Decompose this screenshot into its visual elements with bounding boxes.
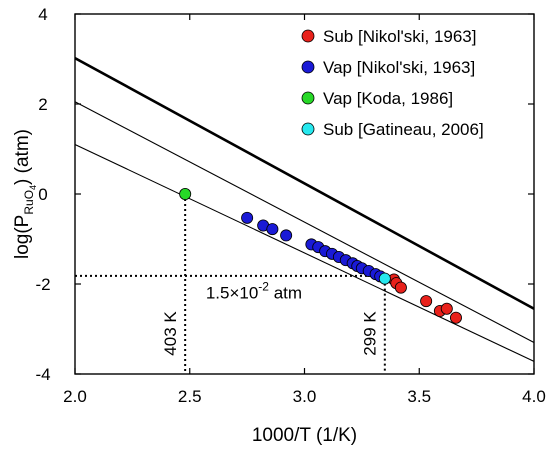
annotation-tail: atm <box>269 283 302 302</box>
x-tick-label: 3.0 <box>293 387 317 406</box>
y-title-sub: RuO <box>22 190 36 215</box>
annotation-base: 1.5×10 <box>206 283 258 302</box>
y-tick-label: 0 <box>38 185 47 204</box>
data-point <box>378 272 391 285</box>
data-point <box>440 302 453 315</box>
y-axis-title: log(PRuO4) (atm) <box>12 129 38 259</box>
y-title-tail: ) (atm) <box>12 129 33 185</box>
series-4 <box>378 272 391 285</box>
data-point <box>179 187 192 200</box>
series-3 <box>179 187 192 200</box>
y-tick-label: 4 <box>38 5 47 24</box>
legend-label: Sub [Gatineau, 2006] <box>323 120 484 139</box>
data-point <box>280 229 293 242</box>
series-1 <box>388 273 462 324</box>
annotation-1: 1.5×10-2 atm <box>206 279 302 302</box>
legend-label: Vap [Koda, 1986] <box>323 89 453 108</box>
legend-marker <box>301 91 315 105</box>
legend-marker <box>301 29 315 43</box>
legend: Sub [Nikol'ski, 1963] Vap [Nikol'ski, 196… <box>301 27 484 139</box>
series-2 <box>241 211 387 283</box>
x-tick-label: 4.0 <box>522 387 546 406</box>
annotation-sup: -2 <box>258 279 269 293</box>
x-axis-title: 1000/T (1/K) <box>252 425 357 446</box>
fit-line-3 <box>75 144 534 362</box>
fit-lines <box>75 56 534 362</box>
data-point <box>394 281 407 294</box>
legend-label: Vap [Nikol'ski, 1963] <box>323 58 475 77</box>
legend-marker <box>301 60 315 74</box>
y-tick-label: -4 <box>35 365 50 384</box>
y-title-main: log(P <box>12 215 33 259</box>
annotation-3: 299 K <box>361 311 380 356</box>
y-tick-label: 2 <box>38 95 47 114</box>
fit-line-1 <box>75 56 534 310</box>
data-point <box>266 223 279 236</box>
y-tick-label: -2 <box>35 275 50 294</box>
annotation-2: 403 K <box>161 311 180 356</box>
data-point <box>241 211 254 224</box>
x-tick-label: 2.0 <box>63 387 87 406</box>
y-title-sub2: 4 <box>28 185 38 190</box>
data-point <box>420 295 433 308</box>
x-tick-label: 3.5 <box>407 387 431 406</box>
fit-line-2 <box>75 101 534 343</box>
x-tick-label: 2.5 <box>178 387 202 406</box>
legend-marker <box>301 122 315 136</box>
legend-label: Sub [Nikol'ski, 1963] <box>323 27 477 46</box>
data-point <box>449 311 462 324</box>
